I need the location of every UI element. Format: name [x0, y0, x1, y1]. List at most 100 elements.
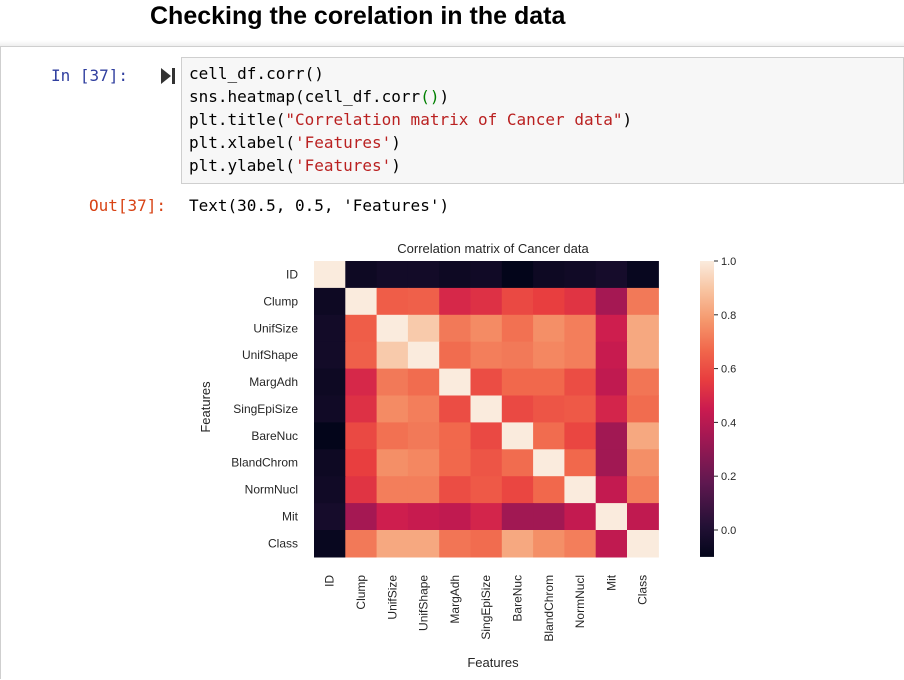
y-tick-label: UnifSize — [253, 321, 298, 335]
y-tick-label: MargAdh — [249, 375, 298, 389]
heatmap-cell — [345, 476, 378, 504]
heatmap-cell — [501, 261, 534, 289]
heatmap-cell — [533, 287, 565, 316]
heatmap-cell — [501, 476, 534, 504]
heatmap-cell — [376, 422, 409, 450]
heatmap-cell — [345, 287, 378, 316]
code-token: plt.title( — [189, 110, 286, 129]
heatmap-cell — [314, 503, 346, 531]
code-token: sns.heatmap(cell_df.corr — [189, 87, 421, 106]
heatmap-cell — [595, 287, 628, 316]
heatmap-cell — [407, 341, 440, 370]
heatmap-cell — [627, 503, 659, 531]
heatmap-cell — [345, 341, 378, 370]
heatmap-cell — [407, 476, 440, 504]
header-band — [0, 0, 904, 46]
heatmap-cell — [314, 449, 346, 477]
heatmap-cell — [470, 476, 503, 504]
colorbar-tick-label: 0.8 — [721, 310, 736, 322]
heatmap-cell — [345, 503, 378, 531]
heatmap-cell — [627, 287, 659, 316]
notebook-cell[interactable] — [0, 46, 904, 680]
heatmap-cell — [533, 476, 565, 504]
heatmap-cell — [533, 314, 565, 343]
heatmap-cell — [627, 449, 659, 477]
heatmap-cell — [407, 395, 440, 423]
run-cell-icon[interactable] — [160, 67, 176, 85]
heatmap-cell — [501, 503, 534, 531]
heatmap-cell — [501, 422, 534, 450]
heatmap-cell — [407, 449, 440, 477]
heatmap-cell — [439, 341, 472, 370]
x-tick-label: NormNucl — [573, 575, 587, 628]
section-heading: Checking the corelation in the data — [150, 2, 566, 30]
heatmap-cell — [407, 503, 440, 531]
heatmap-cell — [564, 503, 597, 531]
y-tick-label: Clump — [263, 294, 298, 308]
heatmap-cell — [533, 341, 565, 370]
heatmap-cell — [345, 422, 378, 450]
colorbar-tick-label: 0.2 — [721, 471, 736, 483]
heatmap-cell — [595, 422, 628, 450]
heatmap-cell — [314, 287, 346, 316]
heatmap-cell — [533, 449, 565, 477]
heatmap-cell — [376, 503, 409, 531]
heatmap-cell — [470, 530, 503, 558]
heatmap-cell — [470, 449, 503, 477]
heatmap-cell — [376, 341, 409, 370]
code-token: "Correlation matrix of Cancer data" — [285, 110, 623, 129]
heatmap-cell — [564, 422, 597, 450]
heatmap-cell — [627, 314, 659, 343]
heatmap-cell — [439, 503, 472, 531]
heatmap-cell — [470, 261, 503, 289]
heatmap-cell — [470, 503, 503, 531]
heatmap-cell — [533, 422, 565, 450]
heatmap-cell — [439, 530, 472, 558]
y-tick-label: ID — [286, 267, 298, 281]
heatmap-cell — [595, 368, 628, 397]
code-token: ) — [622, 110, 633, 129]
heatmap-cell — [439, 287, 472, 316]
x-axis-label: Features — [467, 655, 519, 670]
heatmap-cell — [533, 530, 565, 558]
heatmap-cell — [345, 261, 378, 289]
code-token: 'Features' — [294, 156, 392, 175]
heatmap-cell — [533, 503, 565, 531]
code-text[interactable]: cell_df.corr() sns.heatmap(cell_df.corr(… — [189, 62, 632, 177]
heatmap-cell — [314, 395, 346, 423]
colorbar-tick-label: 0.6 — [721, 364, 736, 376]
heatmap-cell — [564, 368, 597, 397]
colorbar-tick-label: 0.4 — [721, 417, 736, 429]
heatmap-cell — [345, 314, 378, 343]
heatmap-cell — [470, 422, 503, 450]
x-tick-label: MargAdh — [448, 575, 462, 624]
heatmap-cell — [627, 368, 659, 397]
code-token: cell_df.corr() — [189, 64, 324, 83]
x-tick-label: UnifShape — [417, 575, 431, 631]
heatmap-cell — [470, 341, 503, 370]
code-token: ) — [439, 87, 450, 106]
heatmap-cell — [407, 368, 440, 397]
x-tick-label: Mit — [604, 574, 618, 591]
heatmap-cell — [376, 530, 409, 558]
code-editor[interactable] — [181, 57, 904, 184]
heatmap-cell — [345, 368, 378, 397]
heatmap-cell — [376, 314, 409, 343]
heatmap-cell — [439, 476, 472, 504]
heatmap-cell — [595, 476, 628, 504]
heatmap-cell — [470, 314, 503, 343]
heatmap-cell — [627, 395, 659, 423]
y-tick-label: BareNuc — [251, 429, 298, 443]
heatmap-cell — [376, 368, 409, 397]
heatmap-cell — [564, 314, 597, 343]
x-tick-label: Clump — [354, 575, 368, 610]
colorbar-tick-label: 0.0 — [721, 525, 736, 537]
x-tick-label: Class — [636, 575, 650, 605]
heatmap-cell — [407, 261, 440, 289]
output-prompt: Out[37]: — [89, 196, 167, 215]
heatmap-cell — [407, 422, 440, 450]
heatmap-cell — [407, 287, 440, 316]
heatmap-cell — [407, 530, 440, 558]
heatmap-cell — [314, 314, 346, 343]
heatmap-cell — [564, 341, 597, 370]
